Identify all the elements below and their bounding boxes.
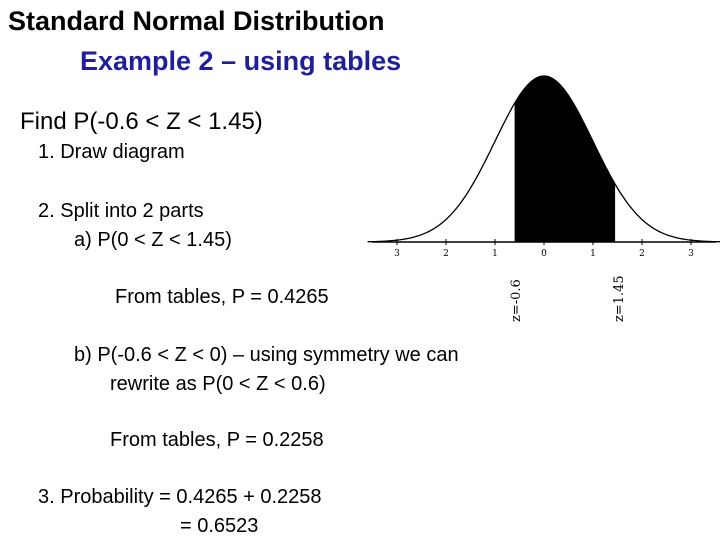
step-2b-line-1: b) P(-0.6 < Z < 0) – using symmetry we c… [74,344,459,366]
axis-ticks: 3 2 1 0 1 2 3 [394,239,694,259]
step-2a: a) P(0 < Z < 1.45) [74,229,232,251]
bell-curve [367,75,720,243]
table-result-1: From tables, P = 0.4265 [115,286,329,308]
left-bound-label: z=-0.6 [509,279,524,322]
step-2: 2. Split into 2 parts [38,200,204,222]
axis-tick-label: 1 [590,249,596,259]
axis-tick-label: 2 [639,249,645,259]
step-1: 1. Draw diagram [38,141,185,163]
axis-tick-label: 3 [688,249,694,259]
axis-tick-label: 3 [394,249,400,259]
table-result-2: From tables, P = 0.2258 [110,429,324,451]
step-3-line-1: 3. Probability = 0.4265 + 0.2258 [38,486,322,508]
axis-tick-label: 1 [492,249,498,259]
slide-subtitle: Example 2 – using tables [80,46,402,76]
axis-tick-label: 0 [541,249,547,259]
axis-tick-label: 2 [443,249,449,259]
problem-statement: Find P(-0.6 < Z < 1.45) [20,108,263,135]
right-bound-label: z=1.45 [612,275,627,322]
normal-curve-diagram: 3 2 1 0 1 2 3 z=-0.6 z=1.45 [367,75,720,322]
step-3-line-2: = 0.6523 [180,515,259,537]
shaded-region [514,76,616,242]
slide-title: Standard Normal Distribution [8,6,385,36]
step-2b-line-2: rewrite as P(0 < Z < 0.6) [110,373,326,395]
